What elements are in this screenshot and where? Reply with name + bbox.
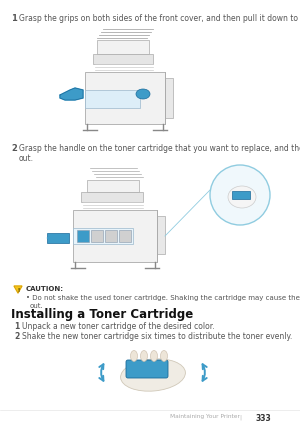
Text: Shake the new toner cartridge six times to distribute the toner evenly.: Shake the new toner cartridge six times … (22, 332, 292, 341)
Text: out.: out. (30, 303, 44, 309)
Text: Installing a Toner Cartridge: Installing a Toner Cartridge (11, 308, 193, 321)
Circle shape (210, 165, 270, 225)
Ellipse shape (228, 186, 256, 208)
FancyBboxPatch shape (232, 191, 250, 199)
Text: Grasp the grips on both sides of the front cover, and then pull it down to open.: Grasp the grips on both sides of the fro… (19, 14, 300, 23)
FancyBboxPatch shape (73, 210, 157, 262)
Text: CAUTION:: CAUTION: (26, 286, 64, 292)
Ellipse shape (160, 351, 167, 362)
Ellipse shape (136, 89, 150, 99)
Polygon shape (14, 286, 22, 293)
FancyBboxPatch shape (157, 216, 165, 254)
Ellipse shape (121, 359, 185, 391)
FancyBboxPatch shape (81, 192, 143, 202)
Polygon shape (60, 88, 83, 100)
FancyBboxPatch shape (126, 360, 168, 378)
FancyBboxPatch shape (73, 228, 133, 244)
FancyBboxPatch shape (119, 230, 131, 242)
Text: Maintaining Your Printer: Maintaining Your Printer (170, 414, 240, 419)
FancyBboxPatch shape (97, 40, 149, 54)
FancyBboxPatch shape (87, 180, 139, 192)
Ellipse shape (140, 351, 148, 362)
Text: !: ! (17, 287, 19, 293)
FancyBboxPatch shape (93, 54, 153, 64)
FancyBboxPatch shape (85, 72, 165, 124)
Ellipse shape (130, 351, 137, 362)
Text: Unpack a new toner cartridge of the desired color.: Unpack a new toner cartridge of the desi… (22, 322, 214, 331)
Text: • Do not shake the used toner cartridge. Shaking the cartridge may cause the ton: • Do not shake the used toner cartridge.… (26, 295, 300, 301)
FancyBboxPatch shape (105, 230, 117, 242)
FancyBboxPatch shape (91, 230, 103, 242)
Text: Grasp the handle on the toner cartridge that you want to replace, and then pull : Grasp the handle on the toner cartridge … (19, 144, 300, 163)
Text: |: | (239, 414, 241, 419)
Text: 1: 1 (11, 14, 17, 23)
Text: 1: 1 (14, 322, 19, 331)
FancyBboxPatch shape (77, 230, 89, 242)
FancyBboxPatch shape (47, 233, 69, 243)
FancyBboxPatch shape (165, 78, 173, 118)
Text: 333: 333 (256, 414, 272, 423)
Text: 2: 2 (11, 144, 17, 153)
FancyBboxPatch shape (85, 90, 140, 108)
Ellipse shape (151, 351, 158, 362)
Text: 2: 2 (14, 332, 19, 341)
